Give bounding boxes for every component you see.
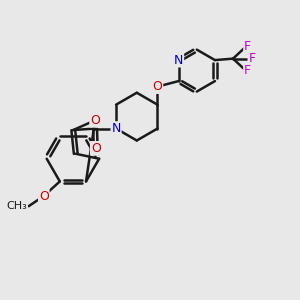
Text: O: O — [152, 80, 162, 93]
Text: N: N — [111, 122, 121, 135]
Text: O: O — [90, 114, 100, 127]
Text: F: F — [248, 52, 256, 65]
Text: F: F — [244, 40, 251, 53]
Text: O: O — [39, 190, 49, 202]
Text: F: F — [244, 64, 251, 77]
Text: O: O — [91, 142, 100, 155]
Text: CH₃: CH₃ — [6, 201, 27, 211]
Text: N: N — [174, 54, 183, 67]
